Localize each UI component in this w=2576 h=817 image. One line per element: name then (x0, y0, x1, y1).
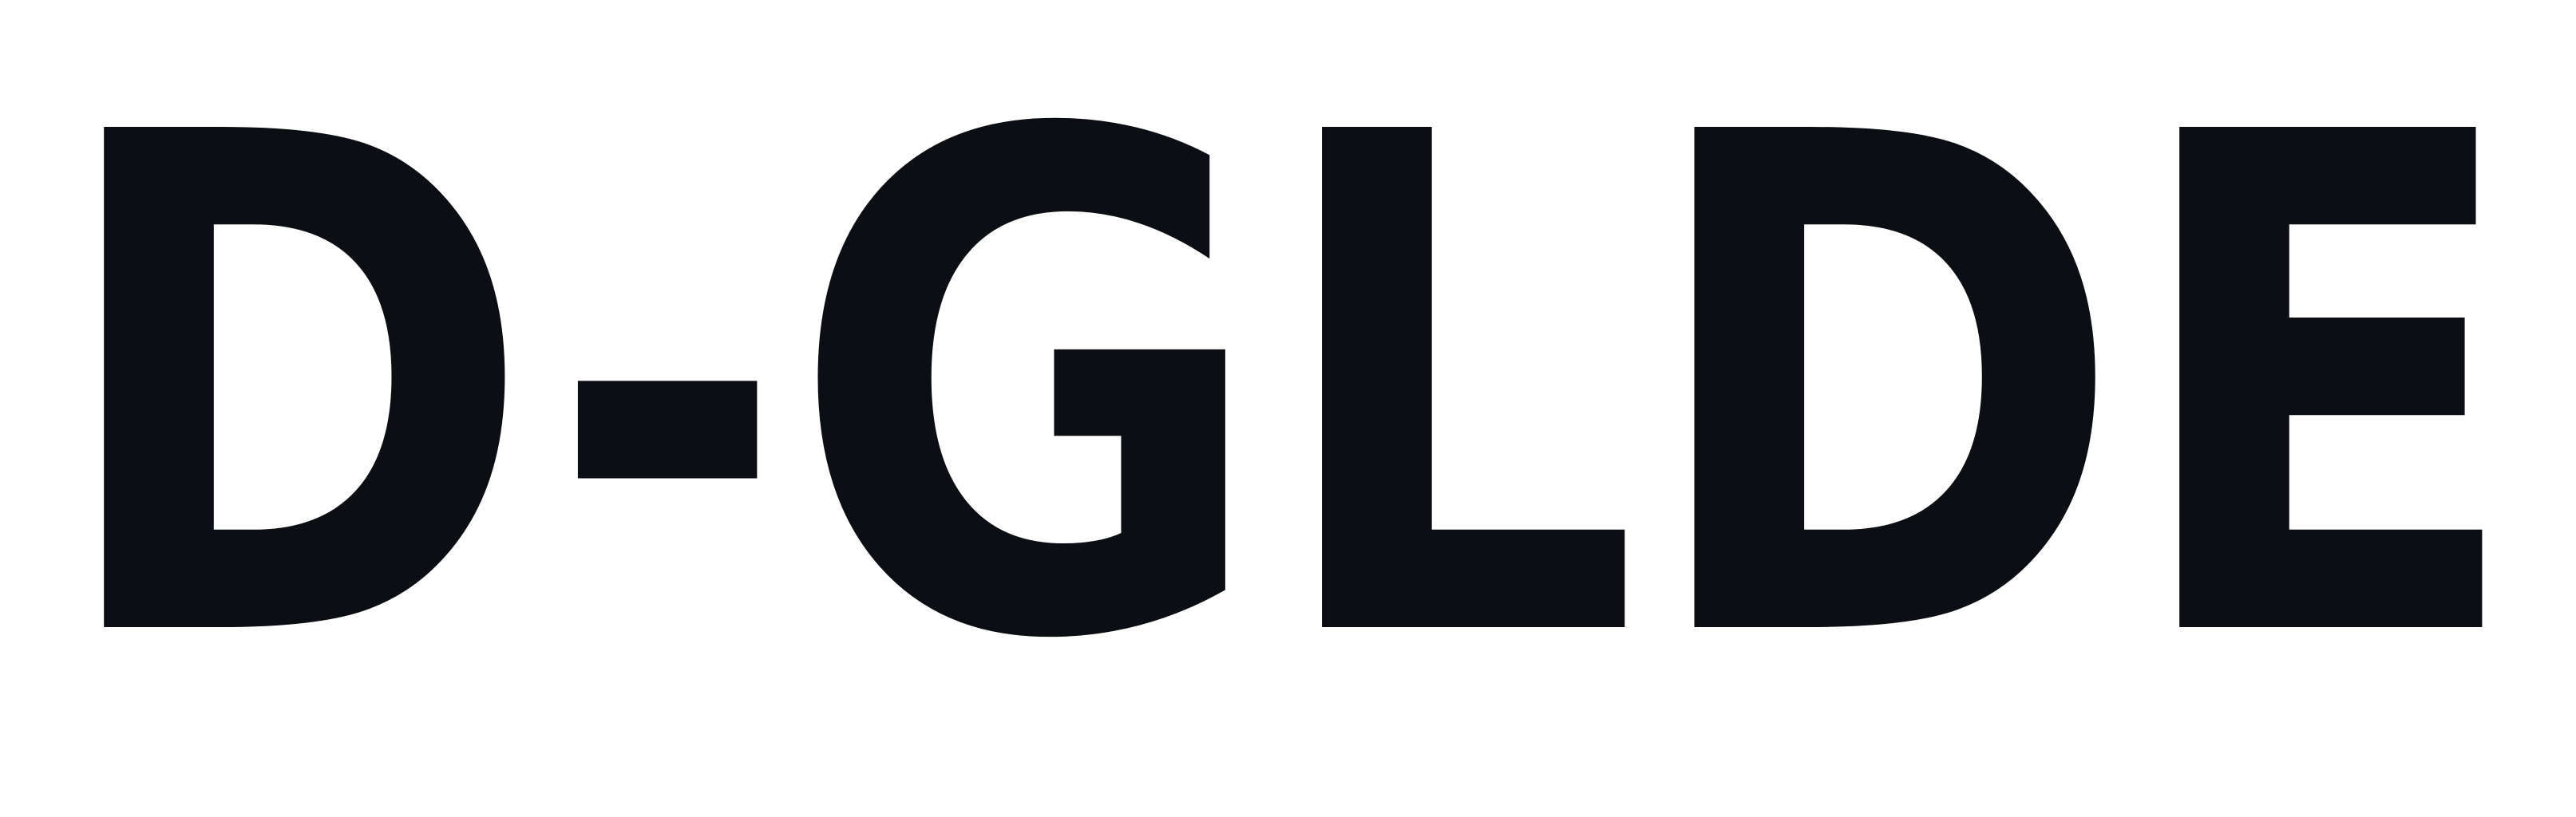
wordmark-svg: D-GLDE (50, 77, 2525, 667)
wordmark-text: D-GLDE (50, 77, 2525, 667)
wordmark: D-GLDE (0, 77, 2576, 667)
